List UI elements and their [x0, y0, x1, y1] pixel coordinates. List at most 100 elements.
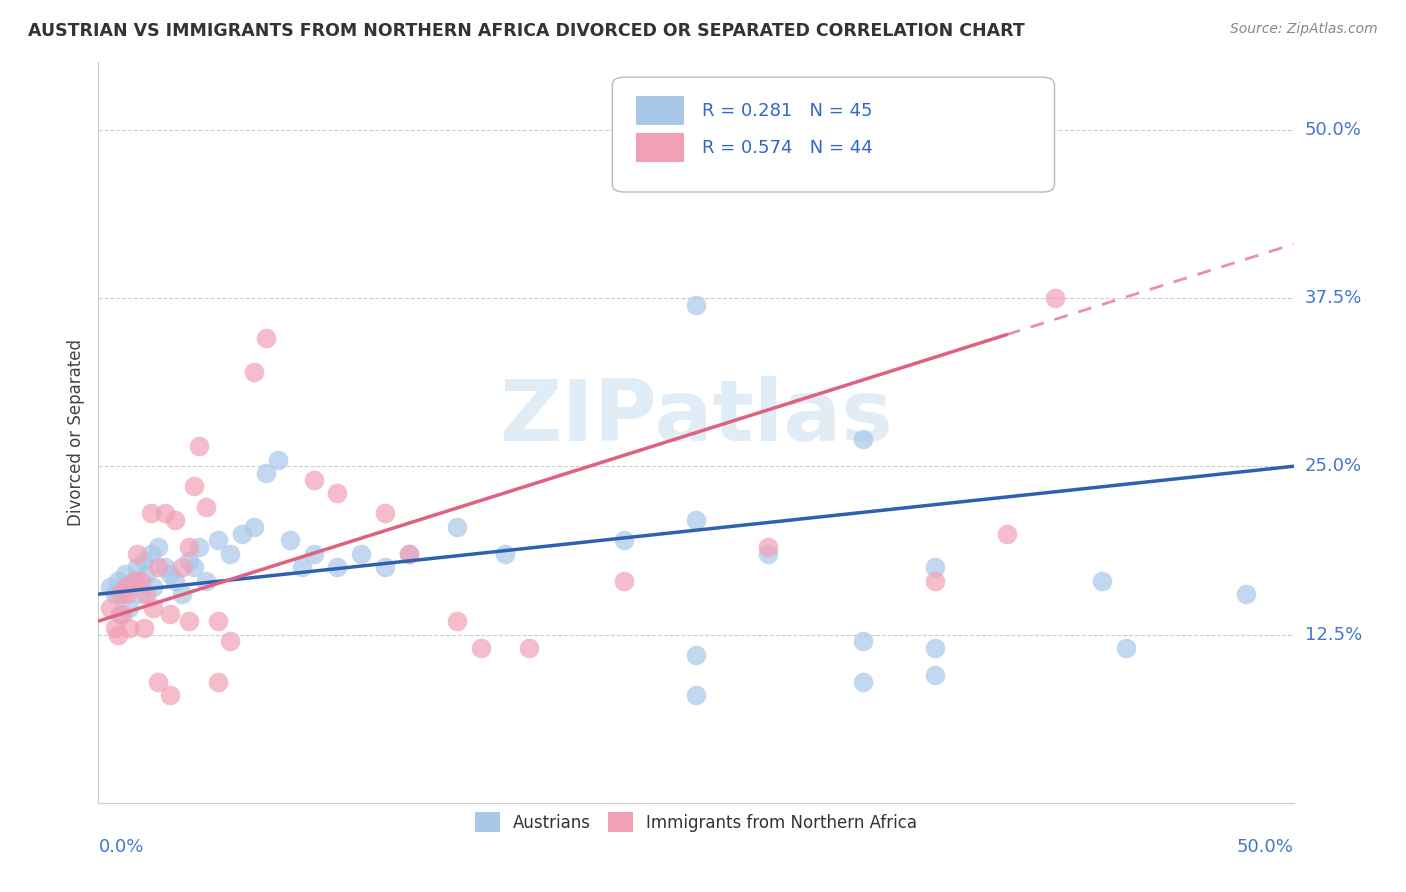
Point: [350, 547, 373, 561]
Text: 50.0%: 50.0%: [1237, 838, 1294, 855]
Point: [924, 574, 946, 588]
Point: [114, 566, 136, 581]
Y-axis label: Divorced or Separated: Divorced or Separated: [66, 339, 84, 526]
Point: [254, 331, 277, 345]
Point: [852, 634, 875, 648]
Legend: Austrians, Immigrants from Northern Africa: Austrians, Immigrants from Northern Afri…: [468, 805, 924, 838]
Point: [243, 365, 266, 379]
Point: [132, 553, 155, 567]
Point: [118, 600, 141, 615]
Point: [852, 433, 875, 447]
Point: [267, 452, 290, 467]
Point: [139, 547, 162, 561]
Point: [132, 621, 155, 635]
Point: [159, 566, 181, 581]
Point: [148, 540, 170, 554]
FancyBboxPatch shape: [613, 78, 1054, 192]
Point: [131, 587, 153, 601]
Point: [195, 574, 218, 588]
Point: [125, 547, 148, 561]
Text: 0.0%: 0.0%: [98, 838, 143, 855]
Point: [852, 674, 875, 689]
Point: [114, 581, 136, 595]
Point: [1115, 640, 1137, 655]
Text: AUSTRIAN VS IMMIGRANTS FROM NORTHERN AFRICA DIVORCED OR SEPARATED CORRELATION CH: AUSTRIAN VS IMMIGRANTS FROM NORTHERN AFR…: [28, 22, 1025, 40]
Point: [195, 500, 218, 514]
Point: [494, 547, 516, 561]
Point: [183, 479, 205, 493]
Text: R = 0.574   N = 44: R = 0.574 N = 44: [702, 138, 873, 157]
Point: [1402, 607, 1406, 622]
Text: 12.5%: 12.5%: [1305, 625, 1362, 643]
Point: [159, 688, 181, 702]
Point: [124, 574, 146, 588]
FancyBboxPatch shape: [637, 133, 685, 162]
Point: [118, 621, 141, 635]
Text: 25.0%: 25.0%: [1305, 458, 1362, 475]
Point: [243, 520, 266, 534]
Point: [685, 688, 707, 702]
Point: [278, 533, 301, 548]
Point: [163, 574, 186, 588]
Point: [179, 540, 201, 554]
Point: [613, 533, 636, 548]
Point: [131, 574, 153, 588]
Point: [756, 547, 779, 561]
Point: [172, 560, 194, 574]
Point: [398, 547, 420, 561]
Point: [163, 513, 186, 527]
Point: [613, 574, 636, 588]
Point: [231, 526, 253, 541]
Point: [291, 560, 314, 574]
Point: [111, 587, 134, 601]
Point: [1091, 574, 1114, 588]
Point: [142, 581, 165, 595]
Point: [219, 547, 242, 561]
Point: [107, 574, 129, 588]
Point: [108, 607, 131, 622]
Point: [924, 668, 946, 682]
Point: [104, 621, 127, 635]
Point: [446, 614, 468, 628]
Point: [756, 540, 779, 554]
Point: [326, 560, 349, 574]
Point: [302, 473, 325, 487]
Point: [179, 553, 201, 567]
Point: [155, 507, 177, 521]
Point: [398, 547, 420, 561]
Text: 50.0%: 50.0%: [1305, 120, 1361, 139]
Point: [302, 547, 325, 561]
Text: 37.5%: 37.5%: [1305, 289, 1362, 307]
FancyBboxPatch shape: [637, 95, 685, 126]
Point: [183, 560, 205, 574]
Point: [470, 640, 492, 655]
Point: [155, 560, 177, 574]
Point: [374, 560, 396, 574]
Point: [148, 560, 170, 574]
Point: [685, 648, 707, 662]
Point: [374, 507, 396, 521]
Point: [924, 640, 946, 655]
Point: [207, 674, 229, 689]
Text: R = 0.281   N = 45: R = 0.281 N = 45: [702, 102, 873, 120]
Point: [108, 587, 131, 601]
Point: [995, 526, 1018, 541]
Point: [135, 587, 157, 601]
Point: [207, 533, 229, 548]
Point: [104, 587, 127, 601]
Point: [125, 560, 148, 574]
Text: ZIPatlas: ZIPatlas: [499, 376, 893, 459]
Point: [219, 634, 242, 648]
Point: [446, 520, 468, 534]
Point: [148, 674, 170, 689]
Point: [98, 600, 122, 615]
Point: [172, 587, 194, 601]
Point: [187, 439, 209, 453]
Text: Source: ZipAtlas.com: Source: ZipAtlas.com: [1230, 22, 1378, 37]
Point: [135, 566, 157, 581]
Point: [179, 614, 201, 628]
Point: [326, 486, 349, 500]
Point: [517, 640, 540, 655]
Point: [685, 513, 707, 527]
Point: [187, 540, 209, 554]
